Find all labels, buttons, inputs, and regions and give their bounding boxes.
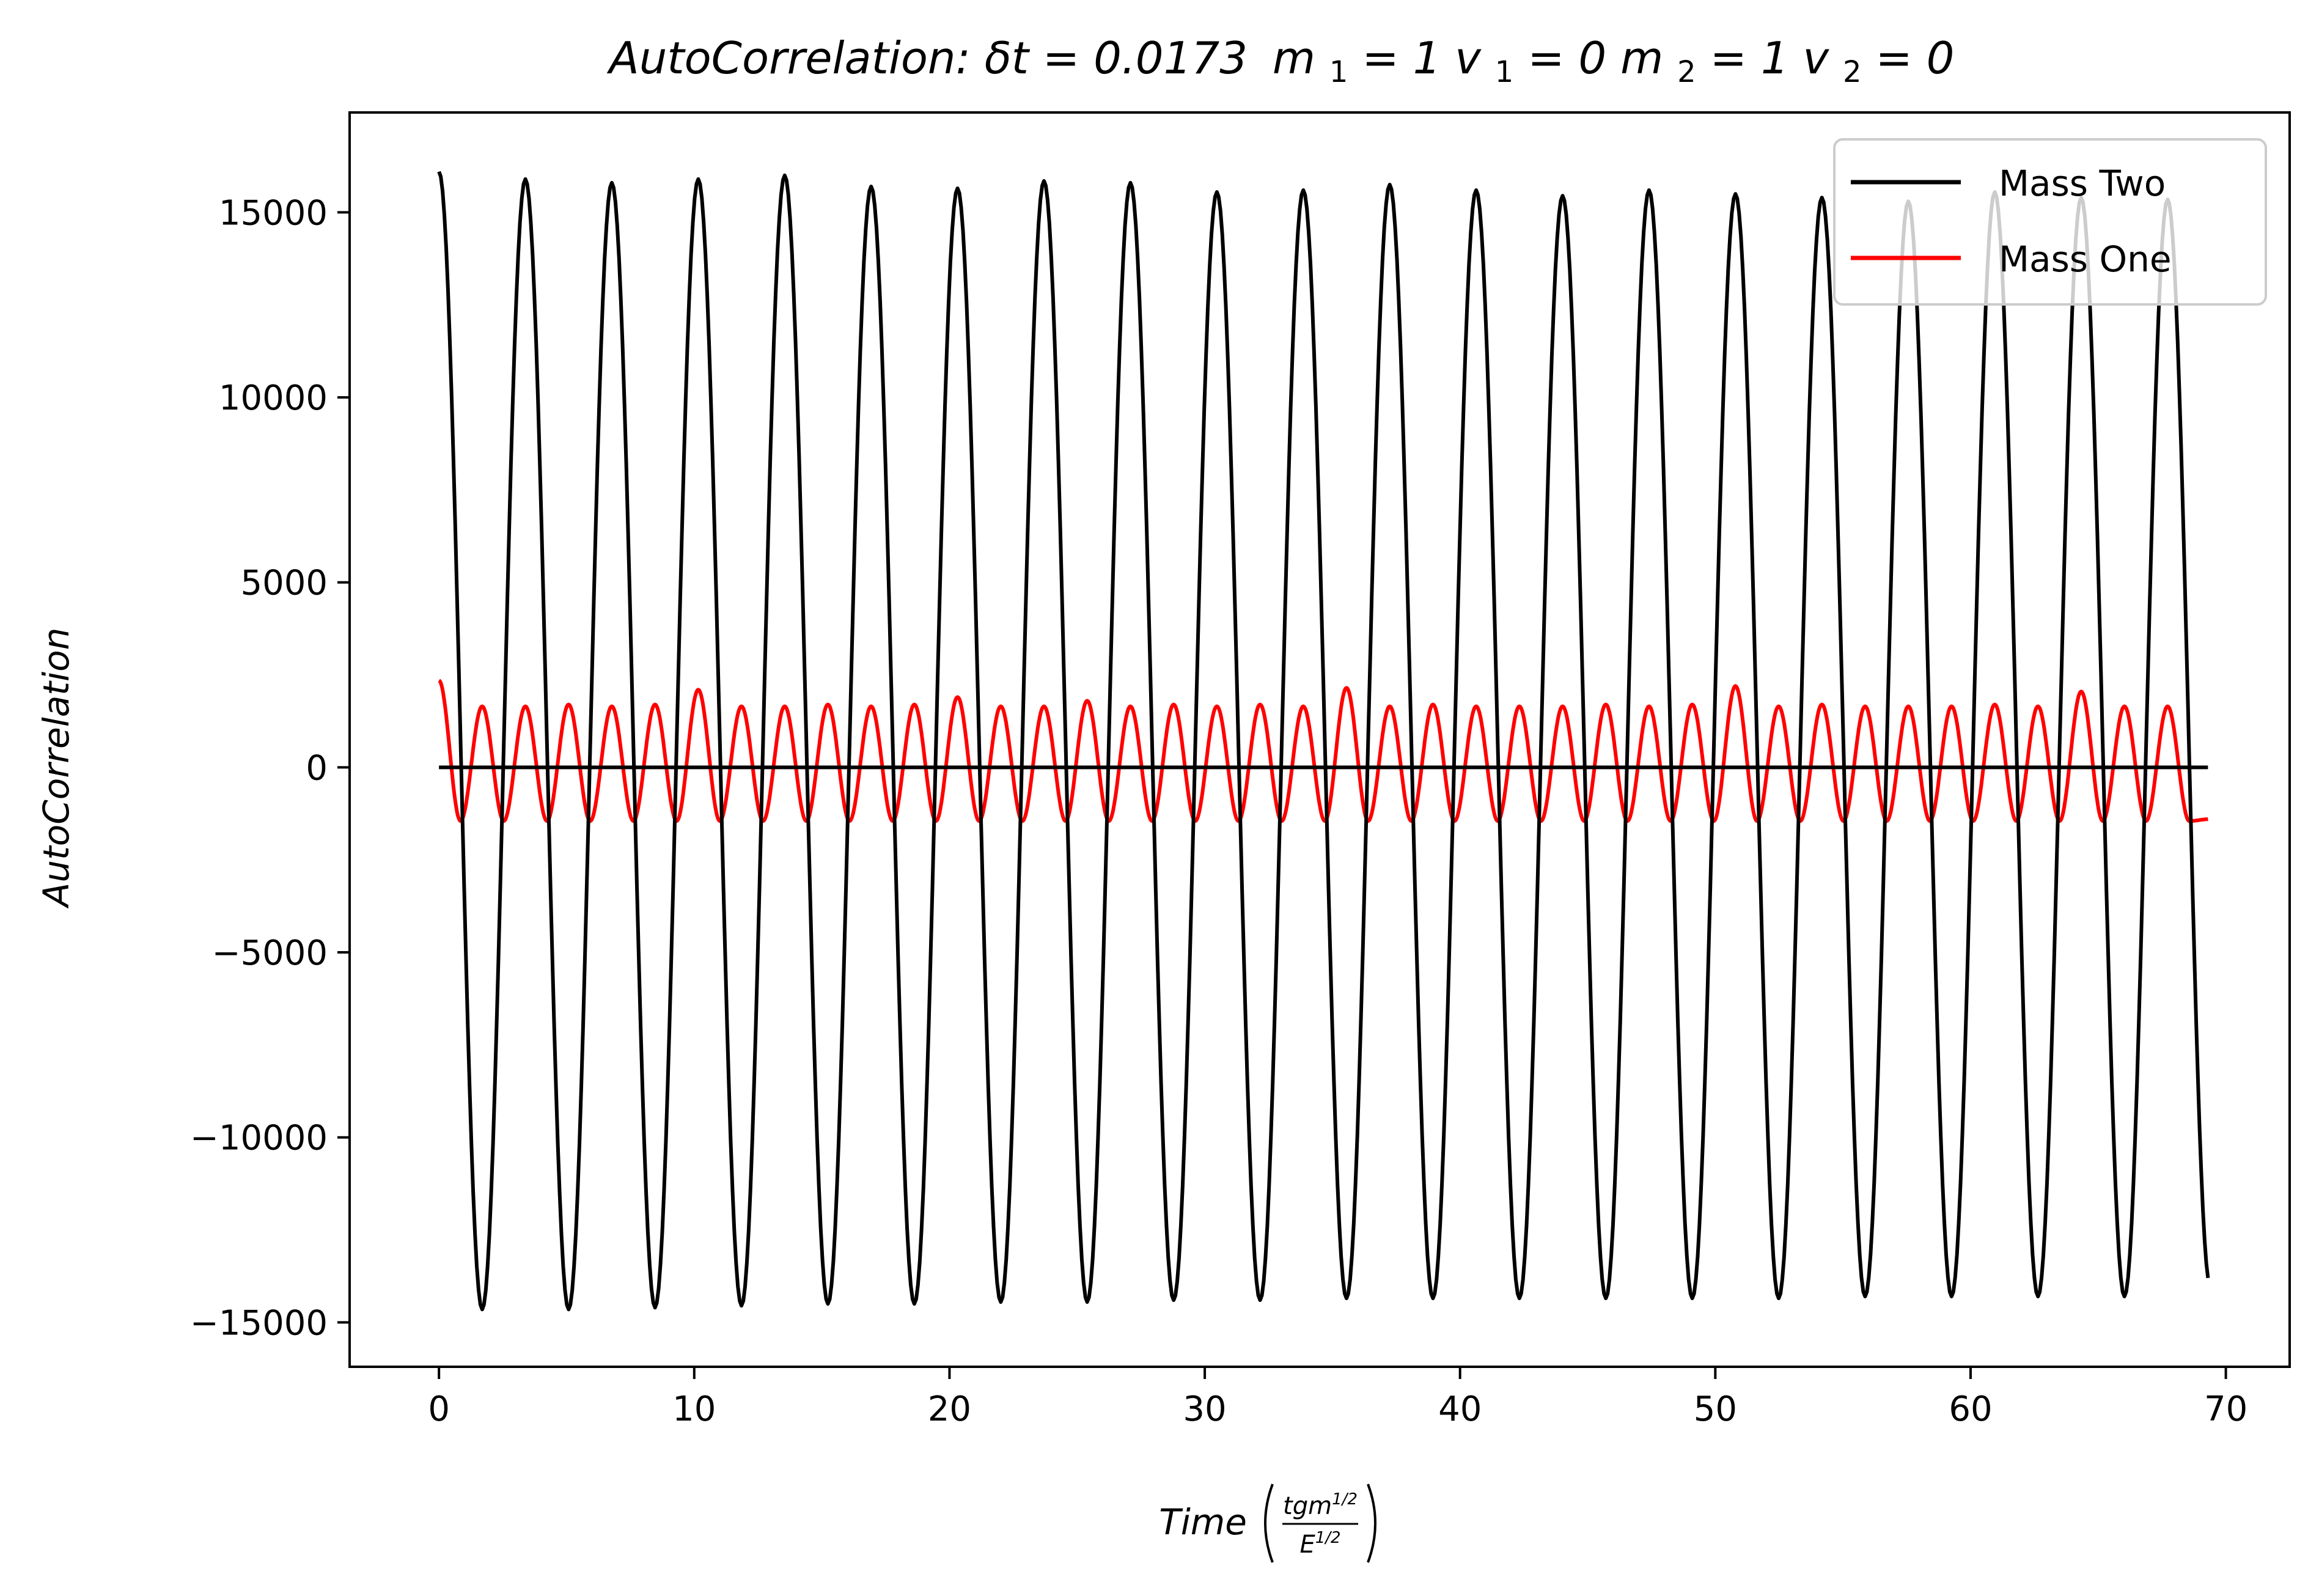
x-axis-title-unit-denominator: E1/2 (1299, 1529, 1340, 1559)
x-tick-label: 60 (1949, 1389, 1992, 1429)
x-tick-label: 40 (1438, 1389, 1482, 1429)
y-tick-label: −15000 (190, 1303, 328, 1343)
chart-title: AutoCorrelation: δt = 0.0173 m 1 = 1 v 1… (607, 32, 1955, 92)
series-line-mass-one (438, 678, 2210, 823)
x-tick-label: 10 (672, 1389, 716, 1429)
title-delta-t: δt = 0.0173 (985, 32, 1248, 84)
x-axis-title-text: Time (1159, 1501, 1247, 1543)
title-v2: v (1803, 32, 1830, 84)
y-tick-label: −5000 (212, 933, 328, 973)
title-v1-sub: 1 (1495, 55, 1514, 89)
y-tick-label: −10000 (190, 1119, 328, 1158)
title-v1: v (1455, 32, 1482, 84)
x-tick-label: 20 (928, 1389, 971, 1429)
y-tick-label: 15000 (219, 193, 328, 233)
title-v2-sub: 2 (1843, 55, 1862, 89)
y-tick-label: 0 (306, 748, 328, 788)
legend: Mass Two Mass One (1833, 138, 2267, 306)
y-tick-label: 5000 (240, 564, 328, 603)
x-tick-label: 70 (2204, 1389, 2247, 1429)
title-m1-sub: 1 (1329, 55, 1348, 89)
x-axis-title-right-paren (1367, 1484, 1376, 1563)
title-prefix: AutoCorrelation: (607, 32, 985, 84)
y-axis-title: AutoCorrelation (35, 628, 77, 910)
x-axis-title-left-paren (1264, 1484, 1274, 1563)
x-tick-label: 30 (1183, 1389, 1226, 1429)
y-tick-label: 10000 (219, 378, 328, 418)
title-m1: m (1273, 32, 1315, 84)
legend-label-mass-two: Mass Two (1999, 163, 2166, 204)
y-axis: −15000 −10000 −5000 0 5000 10000 15000 (190, 193, 350, 1343)
x-axis-title: Time tgm1/2 E1/2 (1159, 1484, 1376, 1563)
axes-frame (348, 111, 2291, 1368)
x-tick-label: 50 (1694, 1389, 1737, 1429)
title-v1-val: = 0 (1527, 32, 1620, 84)
x-axis-title-unit-numerator: tgm1/2 (1283, 1490, 1358, 1520)
title-m2: m (1620, 32, 1663, 84)
title-v2-val: = 0 (1875, 32, 1954, 84)
legend-label-mass-one: Mass One (1999, 238, 2172, 280)
x-tick-label: 0 (428, 1389, 450, 1429)
title-m2-val: = 1 (1710, 32, 1803, 84)
title-m1-val: = 1 (1362, 32, 1455, 84)
title-m2-sub: 2 (1677, 55, 1696, 89)
x-axis: 0 10 20 30 40 50 60 70 (428, 1367, 2247, 1429)
